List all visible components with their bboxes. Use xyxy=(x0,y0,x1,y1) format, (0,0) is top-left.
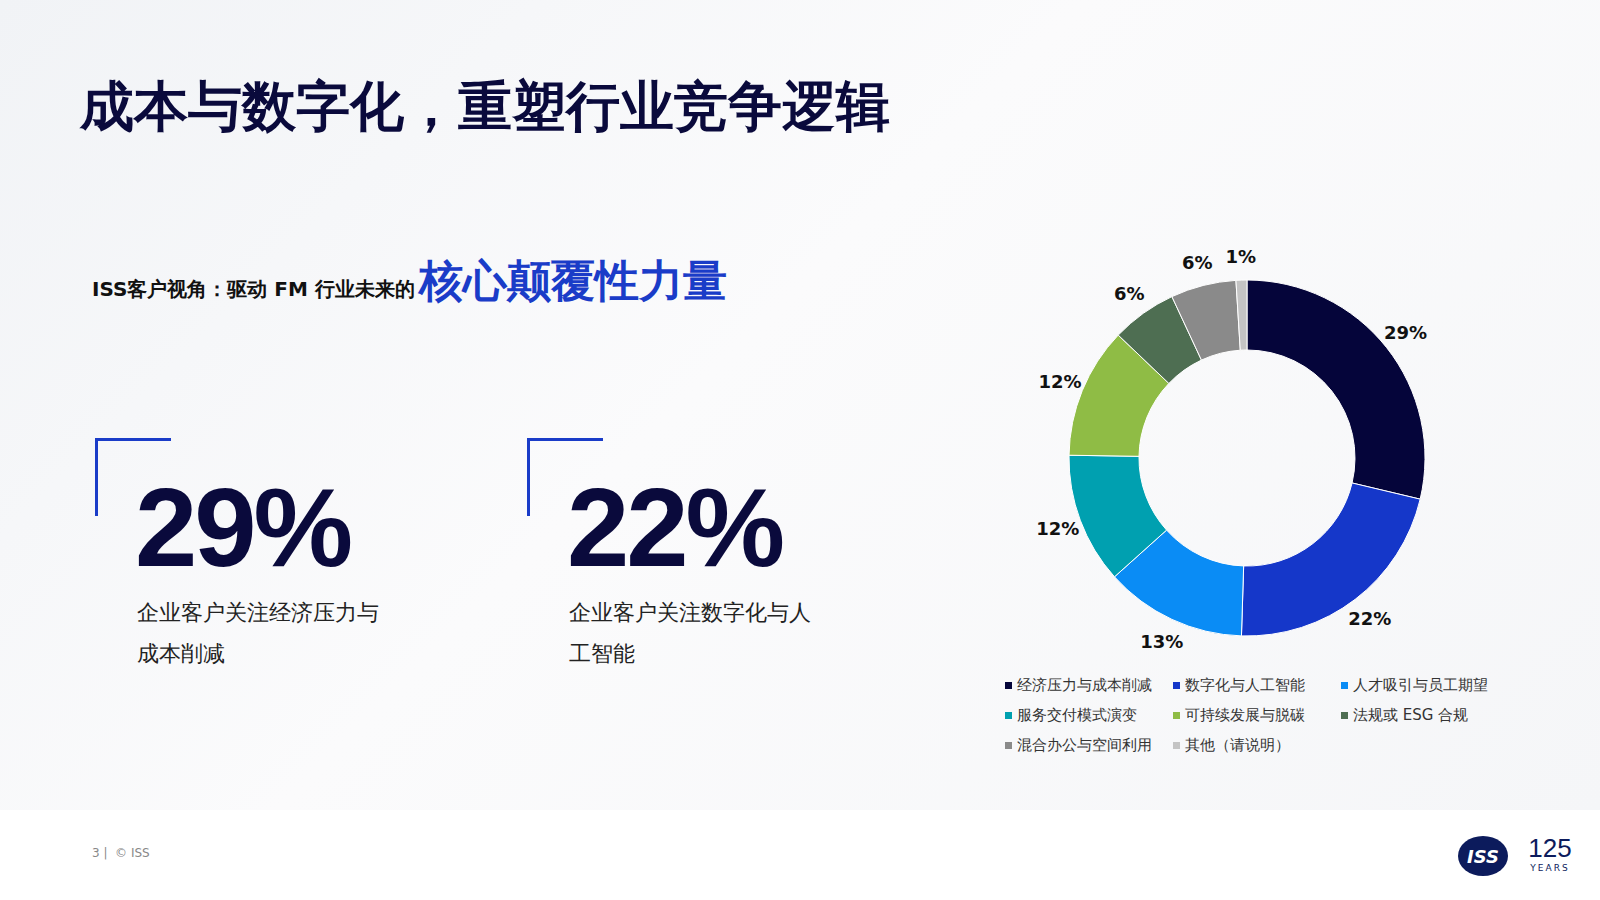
svg-text:22%: 22% xyxy=(1348,608,1391,629)
svg-text:6%: 6% xyxy=(1182,252,1213,273)
html-text:人才吸引与员工期望: 人才吸引与员工期望 xyxy=(1353,676,1488,694)
svg-text:12%: 12% xyxy=(1036,518,1079,539)
html-text:3 | © ISS: 3 | © ISS xyxy=(92,846,150,860)
html-text:可持续发展与脱碳: 可持续发展与脱碳 xyxy=(1185,706,1305,724)
svg-text:13%: 13% xyxy=(1140,631,1183,652)
html-text:数字化与人工智能: 数字化与人工智能 xyxy=(1185,676,1305,694)
html-text:29%: 29% xyxy=(135,465,351,590)
html-text:法规或 ESG 合规: 法规或 ESG 合规 xyxy=(1353,706,1469,724)
svg-text:29%: 29% xyxy=(1384,322,1427,343)
html-text:核心颠覆性力量: 核心颠覆性力量 xyxy=(418,255,727,306)
html-text:成本与数字化，重塑行业竞争逻辑: 成本与数字化，重塑行业竞争逻辑 xyxy=(80,75,890,138)
html-text:服务交付模式演变: 服务交付模式演变 xyxy=(1017,706,1137,724)
html-text:企业客户关注经济压力与成本削减: 企业客户关注经济压力与成本削减 xyxy=(137,600,379,666)
svg-text:12%: 12% xyxy=(1039,371,1082,392)
html-text:ISS客户视角：驱动 FM 行业未来的: ISS客户视角：驱动 FM 行业未来的 xyxy=(92,277,415,301)
html-text:ISS: ISS xyxy=(1467,845,1499,867)
html-text:22%: 22% xyxy=(567,465,783,590)
svg-text:1%: 1% xyxy=(1225,246,1256,267)
html-text:混合办公与空间利用: 混合办公与空间利用 xyxy=(1017,736,1152,754)
html-text:其他（请说明）: 其他（请说明） xyxy=(1185,736,1290,754)
html-text:经济压力与成本削减: 经济压力与成本削减 xyxy=(1017,676,1152,694)
html-text:YEARS: YEARS xyxy=(1530,863,1570,873)
html-text:企业客户关注数字化与人工智能: 企业客户关注数字化与人工智能 xyxy=(569,600,811,666)
svg-text:6%: 6% xyxy=(1114,283,1145,304)
html-text:125: 125 xyxy=(1528,833,1572,863)
